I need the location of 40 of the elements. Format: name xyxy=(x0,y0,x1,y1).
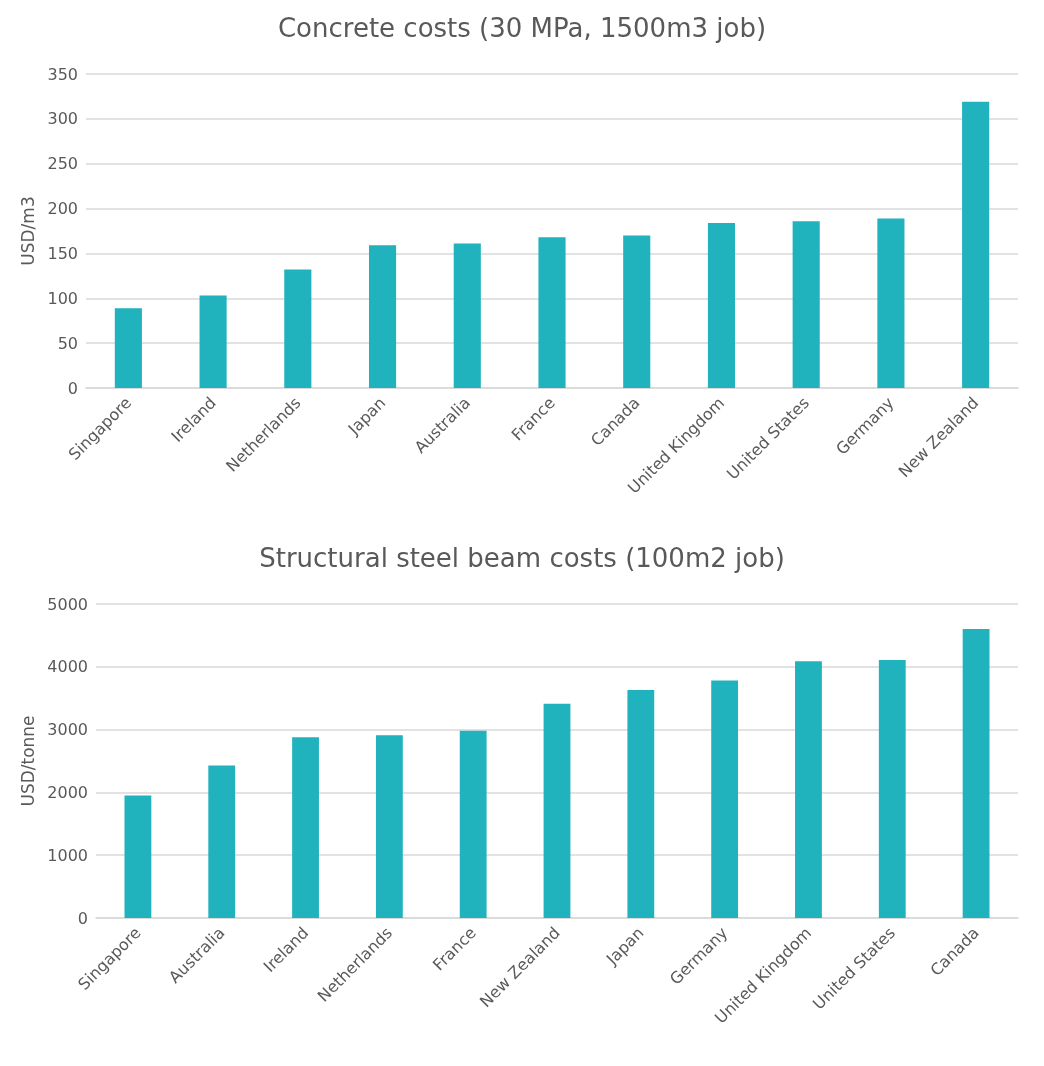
bar xyxy=(368,245,397,388)
bar xyxy=(877,218,905,388)
bar xyxy=(543,703,571,918)
bar xyxy=(962,629,990,918)
bar xyxy=(623,235,651,388)
y-tick-label: 350 xyxy=(47,64,78,84)
chart-title: Structural steel beam costs (100m2 job) xyxy=(259,543,785,573)
y-tick-label: 100 xyxy=(47,288,78,308)
bar xyxy=(114,308,142,388)
bar xyxy=(459,730,487,918)
y-tick-label: 4000 xyxy=(47,657,88,677)
y-tick-label: 1000 xyxy=(47,845,88,865)
y-tick-label: 2000 xyxy=(47,782,88,802)
bar xyxy=(795,661,822,918)
bar xyxy=(124,795,152,918)
bar xyxy=(199,295,227,388)
y-axis-title: USD/tonne xyxy=(17,715,38,807)
chart-title: Concrete costs (30 MPa, 1500m3 job) xyxy=(277,13,767,43)
bar xyxy=(284,269,312,388)
y-tick-label: 50 xyxy=(57,333,78,353)
bar xyxy=(627,690,655,918)
y-tick-label: 5000 xyxy=(47,594,88,614)
bar xyxy=(878,659,906,918)
y-tick-label: 0 xyxy=(77,908,88,928)
y-tick-label: 300 xyxy=(47,109,78,129)
bar xyxy=(711,680,739,918)
y-tick-label: 150 xyxy=(47,243,78,263)
bar xyxy=(538,237,566,388)
bar xyxy=(208,765,236,918)
y-tick-label: 0 xyxy=(67,378,78,398)
bar xyxy=(707,222,736,388)
y-tick-label: 3000 xyxy=(47,720,88,740)
bar xyxy=(792,221,820,388)
bar xyxy=(453,243,481,388)
y-axis-title: USD/m3 xyxy=(18,196,39,266)
y-tick-label: 250 xyxy=(47,154,78,174)
bar xyxy=(375,735,403,918)
bar xyxy=(962,101,990,388)
y-tick-label: 200 xyxy=(47,199,78,219)
bar xyxy=(292,737,319,918)
